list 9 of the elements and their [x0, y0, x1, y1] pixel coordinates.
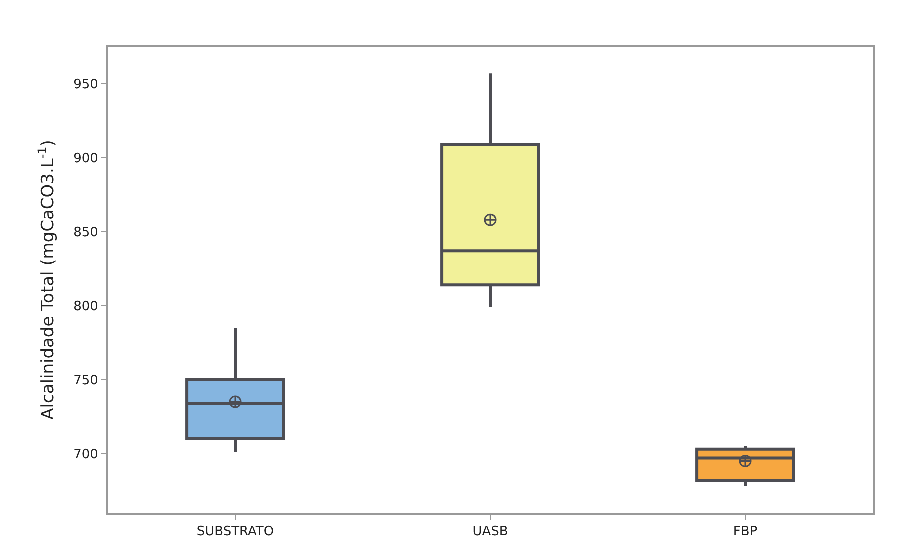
y-tick-label: 850 [74, 225, 98, 240]
y-tick-label: 950 [74, 78, 98, 93]
y-tick-label: 900 [74, 152, 98, 166]
y-tick-label: 800 [74, 299, 98, 314]
x-tick-label: FBP [733, 524, 758, 540]
y-tick-label: 700 [74, 447, 98, 462]
y-tick-label: 750 [74, 373, 98, 388]
x-tick-label: SUBSTRATO [196, 524, 274, 540]
x-tick-label: UASB [472, 524, 508, 540]
